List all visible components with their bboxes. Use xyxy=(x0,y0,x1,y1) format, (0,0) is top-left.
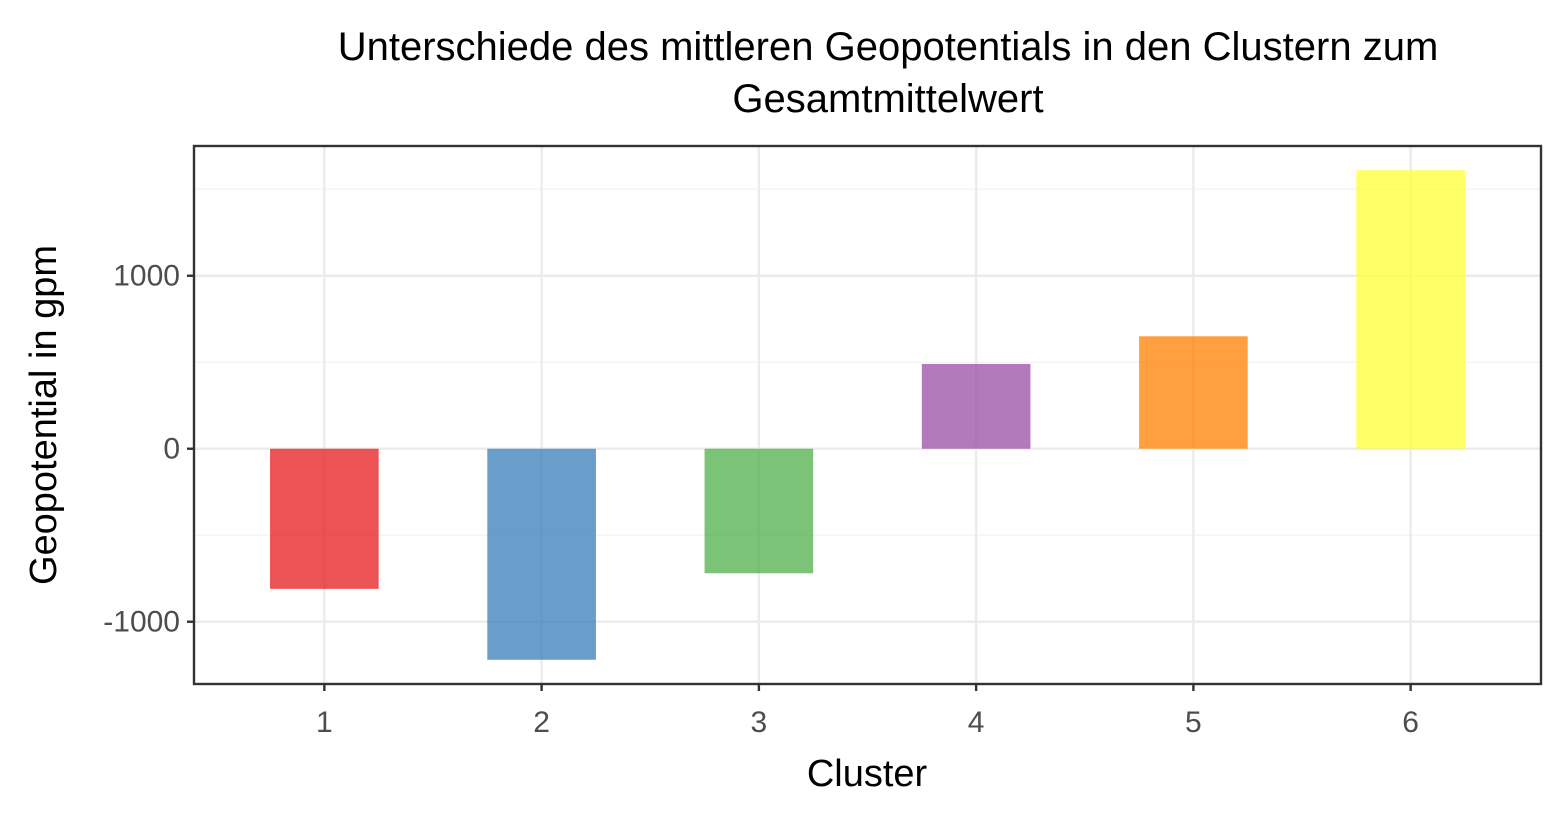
chart-title-line-2: Gesamtmittelwert xyxy=(732,77,1043,121)
x-axis-title: Cluster xyxy=(807,753,928,795)
bar-cluster-4 xyxy=(921,363,1031,449)
x-tick-label: 3 xyxy=(751,706,768,739)
bar-cluster-6 xyxy=(1356,170,1465,449)
y-tick-label: 1000 xyxy=(113,260,180,293)
plot-area: -1000 0 1000 1 2 3 4 5 6 xyxy=(103,144,1543,739)
bar-cluster-3 xyxy=(704,448,814,574)
panel-border xyxy=(192,144,1543,686)
bar-cluster-2 xyxy=(487,448,596,660)
x-tick-label: 2 xyxy=(533,706,550,739)
x-tick-label: 4 xyxy=(968,706,985,739)
bar-cluster-5 xyxy=(1139,336,1248,449)
bar-cluster-1 xyxy=(270,448,379,589)
chart-title-line-1: Unterschiede des mittleren Geopotentials… xyxy=(338,25,1439,69)
y-tick-label: 0 xyxy=(163,433,180,466)
x-tick-label: 1 xyxy=(316,706,333,739)
y-axis-title: Geopotential in gpm xyxy=(23,245,65,585)
y-tick-label: -1000 xyxy=(103,606,180,639)
x-tick-label: 5 xyxy=(1185,706,1202,739)
x-tick-label: 6 xyxy=(1402,706,1419,739)
